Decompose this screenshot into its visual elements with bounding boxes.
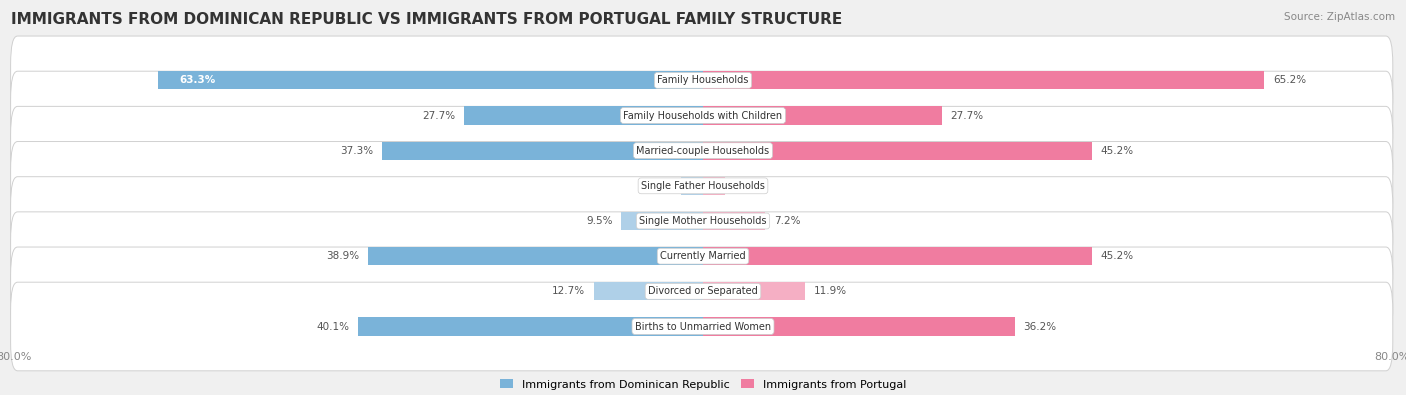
- Bar: [464, 106, 703, 125]
- FancyBboxPatch shape: [11, 282, 1393, 371]
- Text: Single Father Households: Single Father Households: [641, 181, 765, 191]
- Text: 63.3%: 63.3%: [180, 75, 215, 85]
- Bar: [681, 177, 703, 195]
- Text: Divorced or Separated: Divorced or Separated: [648, 286, 758, 296]
- FancyBboxPatch shape: [11, 36, 1393, 125]
- Text: Single Mother Households: Single Mother Households: [640, 216, 766, 226]
- Text: 38.9%: 38.9%: [326, 251, 360, 261]
- Text: Births to Unmarried Women: Births to Unmarried Women: [636, 322, 770, 331]
- Text: 65.2%: 65.2%: [1272, 75, 1306, 85]
- Text: 2.6%: 2.6%: [734, 181, 761, 191]
- Text: 9.5%: 9.5%: [586, 216, 613, 226]
- Text: 11.9%: 11.9%: [814, 286, 848, 296]
- FancyBboxPatch shape: [11, 212, 1393, 301]
- Text: 2.6%: 2.6%: [645, 181, 672, 191]
- Text: 27.7%: 27.7%: [950, 111, 983, 120]
- Text: Source: ZipAtlas.com: Source: ZipAtlas.com: [1284, 12, 1395, 22]
- Bar: [157, 71, 703, 90]
- Text: Currently Married: Currently Married: [661, 251, 745, 261]
- Legend: Immigrants from Dominican Republic, Immigrants from Portugal: Immigrants from Dominican Republic, Immi…: [495, 374, 911, 394]
- Bar: [382, 141, 703, 160]
- Text: IMMIGRANTS FROM DOMINICAN REPUBLIC VS IMMIGRANTS FROM PORTUGAL FAMILY STRUCTURE: IMMIGRANTS FROM DOMINICAN REPUBLIC VS IM…: [11, 12, 842, 27]
- Text: Married-couple Households: Married-couple Households: [637, 146, 769, 156]
- Text: Family Households with Children: Family Households with Children: [623, 111, 783, 120]
- Text: 7.2%: 7.2%: [773, 216, 800, 226]
- Bar: [368, 247, 703, 265]
- FancyBboxPatch shape: [11, 141, 1393, 230]
- Bar: [357, 317, 703, 336]
- Bar: [703, 282, 806, 301]
- Text: 27.7%: 27.7%: [423, 111, 456, 120]
- Text: 36.2%: 36.2%: [1024, 322, 1056, 331]
- Bar: [703, 212, 765, 230]
- FancyBboxPatch shape: [11, 71, 1393, 160]
- Bar: [593, 282, 703, 301]
- Bar: [703, 317, 1015, 336]
- Text: 40.1%: 40.1%: [316, 322, 349, 331]
- Text: 45.2%: 45.2%: [1101, 146, 1135, 156]
- Text: 45.2%: 45.2%: [1101, 251, 1135, 261]
- Text: 37.3%: 37.3%: [340, 146, 373, 156]
- Bar: [703, 247, 1092, 265]
- FancyBboxPatch shape: [11, 106, 1393, 195]
- Bar: [703, 71, 1264, 90]
- Text: Family Households: Family Households: [658, 75, 748, 85]
- Bar: [621, 212, 703, 230]
- Bar: [703, 106, 942, 125]
- FancyBboxPatch shape: [11, 177, 1393, 265]
- Text: 12.7%: 12.7%: [553, 286, 585, 296]
- FancyBboxPatch shape: [11, 247, 1393, 336]
- Bar: [703, 177, 725, 195]
- Bar: [703, 141, 1092, 160]
